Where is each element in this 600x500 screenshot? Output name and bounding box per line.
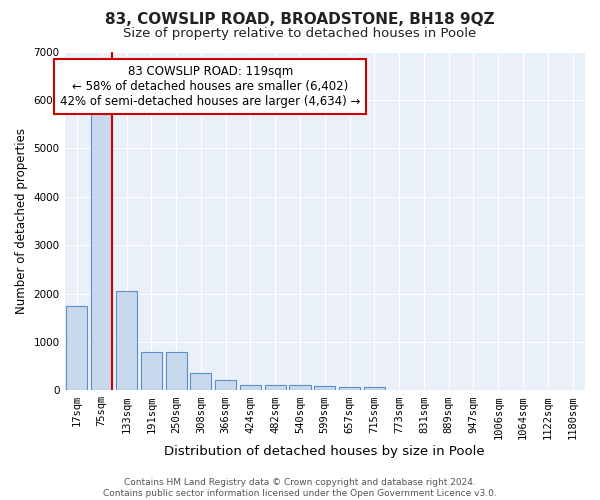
Bar [265,385,286,390]
Bar [314,386,335,390]
Y-axis label: Number of detached properties: Number of detached properties [15,128,28,314]
Bar [364,388,385,390]
Bar [91,112,112,390]
Bar [141,352,162,391]
Text: Contains HM Land Registry data © Crown copyright and database right 2024.
Contai: Contains HM Land Registry data © Crown c… [103,478,497,498]
Text: 83 COWSLIP ROAD: 119sqm
← 58% of detached houses are smaller (6,402)
42% of semi: 83 COWSLIP ROAD: 119sqm ← 58% of detache… [60,65,361,108]
X-axis label: Distribution of detached houses by size in Poole: Distribution of detached houses by size … [164,444,485,458]
Bar [240,384,261,390]
Bar [166,352,187,391]
Bar [67,306,88,390]
Bar [339,388,360,390]
Bar [190,374,211,390]
Text: Size of property relative to detached houses in Poole: Size of property relative to detached ho… [124,28,476,40]
Bar [116,291,137,390]
Bar [215,380,236,390]
Text: 83, COWSLIP ROAD, BROADSTONE, BH18 9QZ: 83, COWSLIP ROAD, BROADSTONE, BH18 9QZ [105,12,495,28]
Bar [289,385,311,390]
